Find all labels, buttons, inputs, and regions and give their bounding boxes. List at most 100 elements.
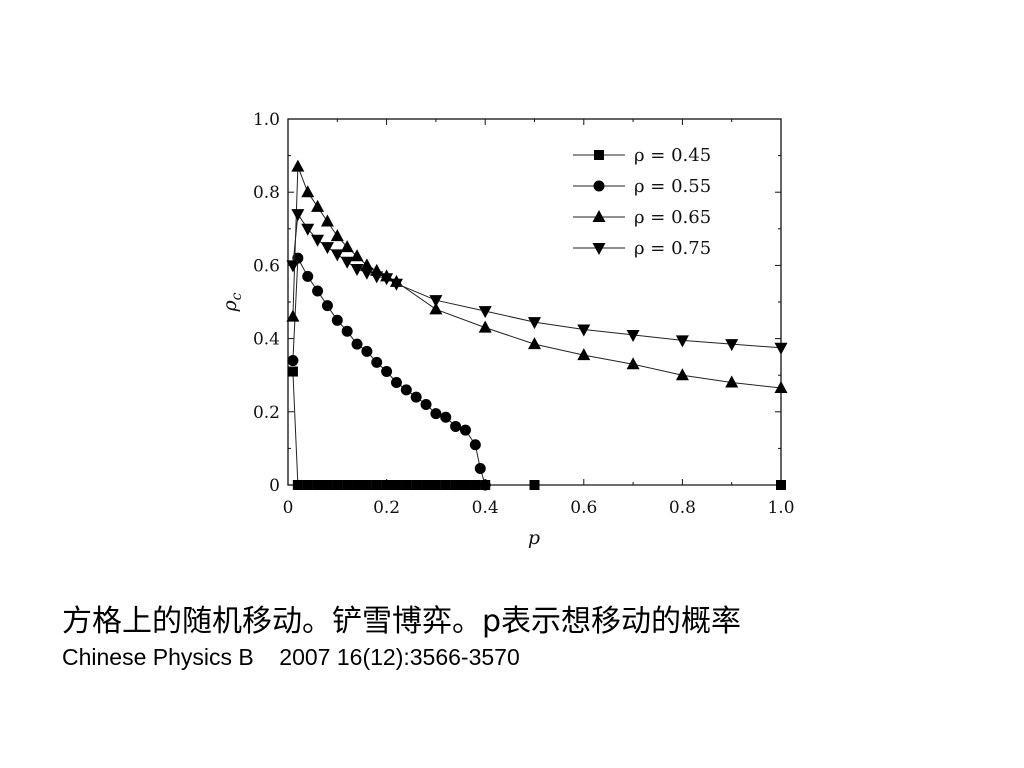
data-point [360,267,374,280]
data-point [340,240,354,253]
data-point [391,480,402,490]
data-point [774,381,788,394]
data-point [340,256,354,269]
data-point [292,480,303,490]
series-triangle-up [286,159,788,394]
data-point [450,420,462,432]
plot-frame [287,118,782,486]
data-point [322,480,333,490]
data-point [479,479,491,491]
x-tick-label: 0.2 [373,498,400,518]
data-point [420,398,432,410]
data-point [401,480,412,490]
data-point [381,366,393,378]
data-point [430,408,442,420]
data-point [460,480,471,490]
y-axis: 0 0.2 0.4 0.6 0.8 1.0 [253,110,781,496]
x-tick-label: 1.0 [767,498,794,518]
data-point [440,480,451,490]
data-point [301,185,315,198]
series-circle [287,252,491,491]
legend-marker [592,243,606,255]
data-point [330,229,344,242]
y-tick-label: 1.0 [253,110,280,130]
data-point [361,345,373,357]
y-tick-label: 0.4 [253,330,280,350]
data-point [291,159,305,172]
data-point [776,480,786,490]
data-point [291,209,305,222]
data-point [320,242,334,255]
data-point [311,199,325,212]
data-point [371,480,382,490]
data-point [342,480,353,490]
data-point [371,356,383,368]
data-point [528,317,541,330]
data-point [459,424,471,436]
data-point [286,260,300,273]
data-point [469,439,481,451]
data-point [478,306,492,319]
y-tick-label: 0.6 [253,256,280,276]
data-point [390,377,402,389]
data-point [470,480,481,490]
data-point [725,339,739,352]
data-point [301,223,315,236]
series-triangle-down [286,209,788,355]
data-point [528,337,541,350]
caption-chinese: 方格上的随机移动。铲雪博弈。p表示想移动的概率 [62,604,742,639]
data-point [321,300,333,312]
plot-border [287,118,782,486]
data-point [361,480,372,490]
x-axis-label: p [528,527,540,549]
series-line [292,212,782,349]
data-point [311,234,325,247]
data-point [350,264,364,277]
data-point [350,249,364,262]
x-tick-label: 0.8 [669,498,696,518]
data-point [626,357,640,370]
data-point [421,480,432,490]
data-point [389,278,403,291]
data-point [429,295,443,308]
legend-marker [594,150,604,160]
data-point [380,273,394,286]
data-point [352,480,363,490]
data-point [577,324,591,337]
x-tick-label: 0.4 [472,498,499,518]
y-tick-label: 0.2 [253,403,280,423]
data-point [478,320,492,333]
legend-label: ρ = 0.65 [634,207,711,228]
y-label-main: ρ [219,300,241,313]
legend-label: ρ = 0.55 [634,176,711,197]
data-point [381,480,392,490]
data-point [287,366,298,377]
data-point [430,480,441,490]
data-point [410,391,422,403]
data-point [312,480,323,490]
data-point [287,355,299,367]
chart: 0 0.2 0.4 0.6 0.8 1.0 0 0.2 0.4 0.6 0.8 1.0 ρ = 0.… [219,110,795,549]
series-layer [286,159,788,491]
data-point [774,342,788,355]
data-point [725,375,739,388]
data-point [440,411,452,423]
data-point [429,302,443,315]
data-point [626,329,640,342]
data-point [302,480,313,490]
legend-marker [593,180,605,192]
series-line [292,371,781,486]
y-axis-label: ρc [219,292,245,312]
caption-reference: Chinese Physics B 2007 16(12):3566-3570 [62,644,520,670]
legend-label: ρ = 0.45 [634,145,711,166]
data-point [286,309,300,322]
data-point [330,249,344,262]
legend-marker [592,210,606,222]
legend-label: ρ = 0.75 [634,238,711,259]
data-point [341,325,353,337]
series-square [287,366,786,490]
data-point [332,480,343,490]
data-point [302,270,314,282]
y-label-subscript: c [229,292,245,300]
data-point [370,271,384,284]
